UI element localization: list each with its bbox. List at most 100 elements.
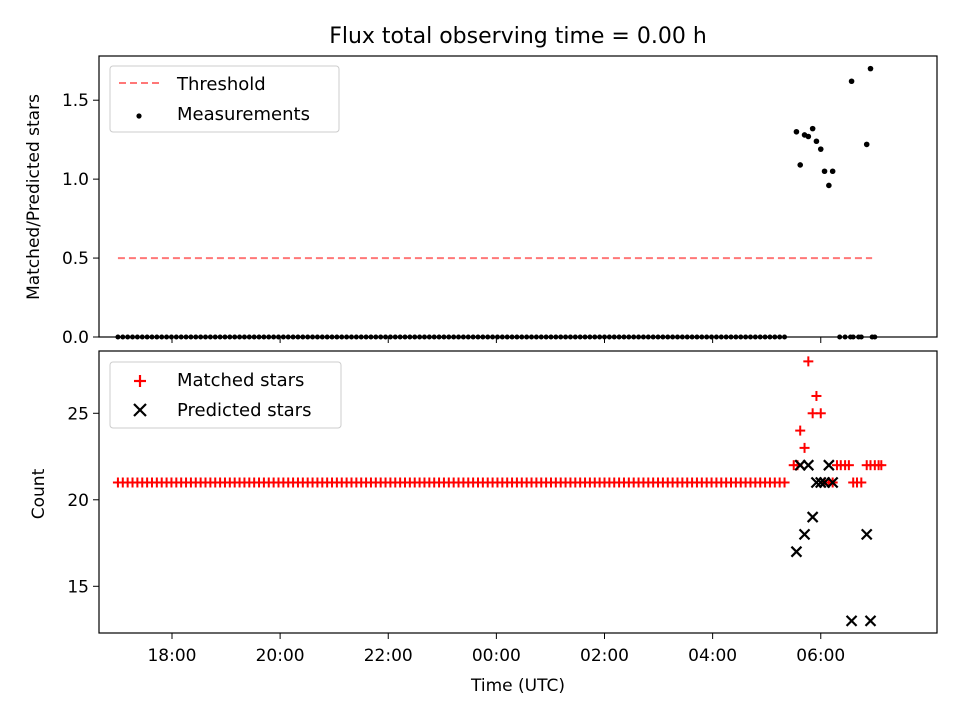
measurement-point — [699, 334, 705, 340]
bottom-panel: 15 20 25 18:00 20:00 22:00 00:00 02:00 04:00 06:… — [29, 350, 938, 696]
predicted-star-point — [860, 528, 873, 541]
x-tick-label: 22:00 — [364, 646, 413, 666]
measurement-point — [848, 78, 855, 85]
predicted-star-point — [845, 615, 858, 627]
top-x-ticks — [171, 337, 822, 343]
measurement-point — [334, 334, 340, 340]
measurement-point — [212, 334, 218, 340]
measurement-point — [339, 334, 345, 340]
predicted-star-point — [823, 459, 835, 471]
measurement-point — [837, 334, 843, 340]
measurement-point — [144, 334, 150, 340]
measurement-point — [543, 334, 549, 340]
measurement-point — [733, 334, 739, 340]
top-legend-box — [109, 65, 340, 133]
measurement-point — [324, 334, 330, 340]
measurement-point — [456, 334, 462, 340]
measurement-point — [757, 334, 763, 340]
top-panel: 0.0 0.5 1.0 1.5 Matched/Predicted stars Thr… — [24, 55, 938, 348]
predicted-star-point — [802, 459, 815, 471]
bottom-marks — [112, 356, 887, 627]
predicted-star-stroke — [802, 459, 815, 471]
legend-predicted-label: Predicted stars — [177, 400, 311, 421]
measurement-point — [426, 334, 432, 340]
top-y-tick-label: 1.5 — [62, 91, 89, 111]
measurement-point — [597, 334, 603, 340]
top-legend: Threshold Measurements — [109, 65, 340, 133]
measurement-point — [504, 334, 510, 340]
measurement-point — [412, 334, 418, 340]
measurement-point — [310, 334, 316, 340]
measurement-point — [222, 334, 228, 340]
measurement-point — [300, 334, 306, 340]
measurement-point — [640, 334, 646, 340]
measurement-point — [378, 334, 384, 340]
measurement-point — [858, 334, 864, 340]
matched-star-point — [795, 425, 806, 436]
matched-star-point — [811, 390, 822, 401]
x-tick-label: 02:00 — [580, 646, 629, 666]
measurement-point — [762, 334, 768, 340]
measurement-point — [694, 334, 700, 340]
measurement-point — [149, 334, 155, 340]
measurement-point — [670, 334, 676, 340]
predicted-star-stroke — [826, 476, 839, 489]
measurement-point — [611, 334, 617, 340]
measurement-point — [348, 334, 354, 340]
measurement-point — [353, 334, 359, 340]
measurement-point — [499, 334, 505, 340]
x-axis-label: Time (UTC) — [470, 676, 565, 696]
measurement-point — [237, 334, 243, 340]
bottom-legend-box — [109, 361, 342, 429]
measurement-point — [606, 334, 612, 340]
measurement-point — [850, 334, 856, 340]
measurement-point — [821, 168, 828, 175]
measurement-point — [358, 334, 364, 340]
legend-matched-swatch — [134, 375, 146, 387]
measurement-point — [709, 334, 715, 340]
predicted-star-stroke — [806, 511, 819, 523]
measurement-point — [813, 138, 820, 145]
measurement-point — [616, 334, 622, 340]
bottom-x-ticks: 18:00 20:00 22:00 00:00 02:00 04:00 06:00 — [147, 633, 845, 666]
measurement-point — [723, 334, 729, 340]
measurement-point — [154, 334, 160, 340]
measurement-point — [777, 334, 783, 340]
measurement-point — [280, 334, 286, 340]
measurement-point — [480, 334, 486, 340]
measurement-point — [295, 334, 301, 340]
measurement-point — [446, 334, 452, 340]
top-marks — [115, 65, 878, 340]
top-y-tick-label: 1.0 — [62, 170, 89, 190]
predicted-star-point — [790, 545, 803, 558]
measurement-point — [266, 334, 272, 340]
measurement-point — [397, 334, 403, 340]
measurement-point — [826, 182, 832, 189]
measurement-point — [631, 334, 637, 340]
measurement-point — [490, 334, 496, 340]
measurement-point — [368, 334, 374, 340]
legend-matched-label: Matched stars — [177, 370, 304, 391]
measurement-point — [494, 334, 500, 340]
measurement-point — [548, 334, 554, 340]
predicted-star-stroke — [845, 615, 858, 627]
measurement-point — [407, 334, 413, 340]
measurement-point — [704, 334, 710, 340]
measurement-point — [743, 334, 749, 340]
measurement-point — [232, 334, 238, 340]
x-tick-label: 18:00 — [147, 646, 196, 666]
x-tick-label: 04:00 — [688, 646, 737, 666]
measurement-point — [728, 334, 734, 340]
measurement-point — [767, 334, 773, 340]
measurement-point — [198, 334, 204, 340]
measurement-point — [752, 334, 758, 340]
legend-predicted-swatch — [133, 403, 147, 417]
predicted-star-stroke — [814, 476, 827, 489]
measurement-point — [558, 334, 564, 340]
measurement-point — [417, 334, 423, 340]
measurement-point — [582, 334, 588, 340]
measurement-point — [587, 334, 593, 340]
measurement-point — [538, 334, 544, 340]
measurement-point — [524, 334, 530, 340]
